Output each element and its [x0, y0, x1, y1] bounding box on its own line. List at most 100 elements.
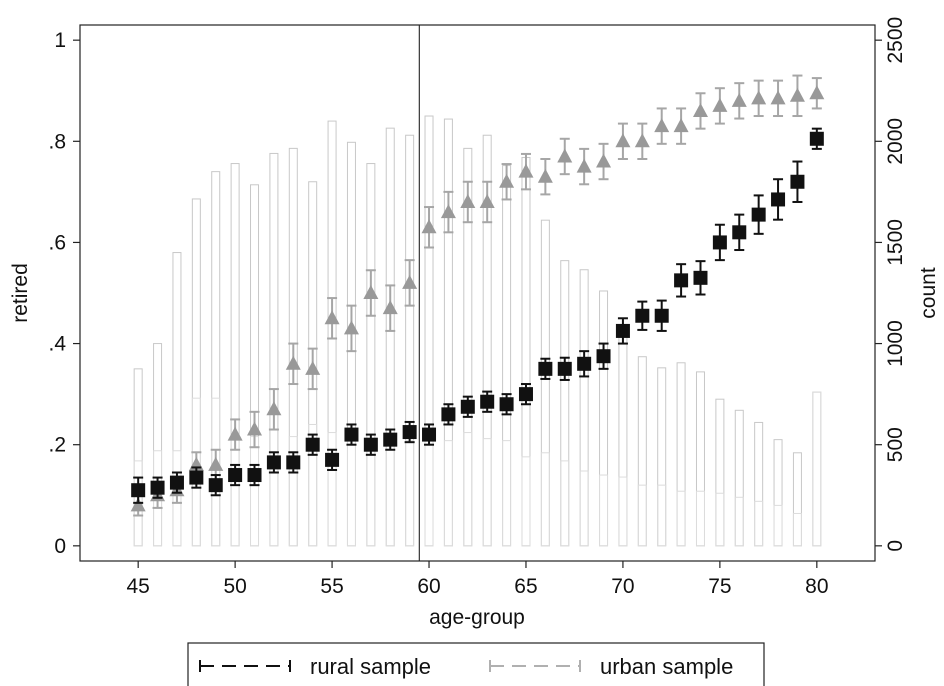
- legend-item-urban: urban sample: [489, 654, 733, 679]
- rural-point: [809, 131, 824, 146]
- y-tick-label: .8: [48, 130, 66, 153]
- urban-point: [285, 355, 301, 370]
- rural-point: [441, 407, 456, 422]
- urban-point: [266, 401, 282, 416]
- count-bar: [385, 440, 395, 547]
- urban-point: [809, 85, 825, 100]
- urban-point: [518, 163, 534, 178]
- count-bar: [676, 362, 686, 547]
- rural-point: [228, 468, 243, 483]
- x-tick-label: 80: [805, 575, 828, 598]
- urban-point: [789, 87, 805, 102]
- count-bar: [540, 219, 550, 547]
- count-bar: [599, 290, 609, 547]
- count-bar: [385, 127, 395, 547]
- count-bar: [346, 432, 356, 547]
- count-bar: [288, 436, 298, 547]
- y2-tick-label: 0: [884, 540, 907, 552]
- y-axis-right: 0 500 1000 1500 2000 2500: [875, 17, 907, 552]
- y-tick-label: 1: [54, 29, 66, 52]
- count-bar: [405, 134, 415, 547]
- rural-point: [286, 455, 301, 470]
- rural-point: [499, 397, 514, 412]
- urban-point: [731, 92, 747, 107]
- count-bar: [676, 490, 686, 547]
- rural-point: [480, 394, 495, 409]
- count-bars: [133, 115, 822, 547]
- rural-point: [538, 361, 553, 376]
- y2-tick-label: 2000: [884, 118, 907, 165]
- y2-tick-label: 500: [884, 427, 907, 462]
- rural-point: [712, 235, 727, 250]
- count-bar: [172, 450, 182, 547]
- rural-point: [169, 475, 184, 490]
- x-tick-label: 55: [320, 575, 343, 598]
- count-bar: [754, 500, 764, 547]
- count-bar: [250, 436, 260, 547]
- urban-point: [537, 168, 553, 183]
- legend-label-rural: rural sample: [310, 654, 431, 679]
- urban-point: [324, 310, 340, 325]
- count-bar: [230, 436, 240, 547]
- urban-point: [654, 118, 670, 133]
- legend: rural sample urban sample: [187, 642, 765, 686]
- urban-point: [247, 421, 263, 436]
- count-bar: [695, 490, 705, 547]
- rural-point: [751, 207, 766, 222]
- y2-axis-title: count: [917, 267, 940, 319]
- count-bar: [463, 432, 473, 547]
- y2-tick-label: 1500: [884, 219, 907, 266]
- count-bar: [715, 398, 725, 547]
- count-bar: [191, 198, 201, 547]
- count-bar: [308, 423, 318, 547]
- count-bar: [695, 371, 705, 547]
- rural-point: [305, 437, 320, 452]
- count-bar: [657, 484, 667, 547]
- count-bar: [443, 440, 453, 547]
- urban-point: [615, 133, 631, 148]
- rural-point: [635, 308, 650, 323]
- count-bar: [521, 456, 531, 547]
- rural-point: [383, 432, 398, 447]
- data-points: [130, 74, 825, 517]
- urban-point: [343, 320, 359, 335]
- rural-point: [344, 427, 359, 442]
- count-bar: [812, 391, 822, 547]
- rural-point: [615, 323, 630, 338]
- urban-point: [751, 90, 767, 105]
- x-tick-label: 65: [514, 575, 537, 598]
- count-bar: [734, 496, 744, 547]
- urban-point: [673, 118, 689, 133]
- x-tick-label: 45: [126, 575, 149, 598]
- urban-point: [770, 90, 786, 105]
- rural-point: [422, 427, 437, 442]
- urban-point: [634, 133, 650, 148]
- count-bar: [133, 368, 143, 547]
- count-bar: [405, 440, 415, 547]
- count-bar: [599, 474, 609, 547]
- count-bar: [482, 438, 492, 547]
- count-bar: [657, 367, 667, 547]
- count-bar: [560, 260, 570, 547]
- urban-point: [208, 456, 224, 471]
- rural-point: [674, 273, 689, 288]
- urban-point: [712, 97, 728, 112]
- y2-tick-label: 2500: [884, 17, 907, 64]
- y-tick-label: .6: [48, 231, 66, 254]
- count-bar: [560, 460, 570, 547]
- rural-point: [790, 174, 805, 189]
- x-tick-label: 70: [611, 575, 634, 598]
- urban-point: [363, 285, 379, 299]
- count-bar: [773, 439, 783, 547]
- urban-point: [305, 360, 321, 375]
- urban-point: [479, 193, 495, 208]
- rural-point: [131, 483, 146, 498]
- rural-point: [460, 399, 475, 414]
- y-tick-label: .4: [48, 333, 66, 356]
- y-tick-label: 0: [54, 535, 66, 558]
- urban-point: [421, 219, 437, 234]
- count-bar: [734, 409, 744, 547]
- count-bar: [773, 504, 783, 547]
- count-bar: [250, 184, 260, 547]
- y-axis-title: retired: [9, 263, 32, 323]
